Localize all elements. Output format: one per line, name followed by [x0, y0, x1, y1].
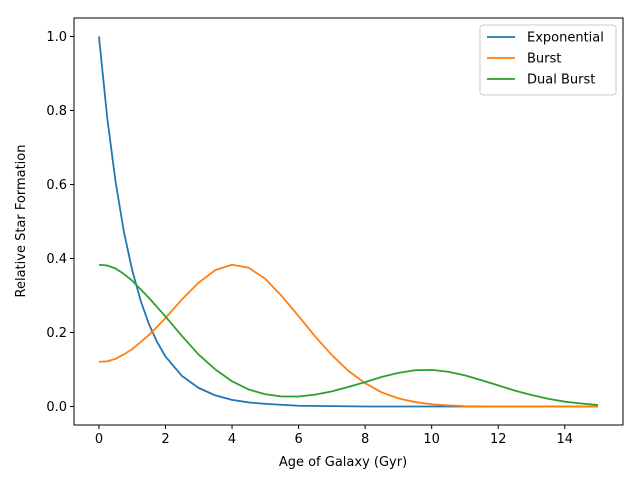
x-tick-label: 10 — [423, 432, 440, 447]
x-tick-label: 2 — [161, 432, 169, 447]
series-line-burst — [98, 263, 599, 408]
x-axis-ticks: 0 2 4 6 8 10 12 14 — [95, 425, 573, 447]
y-tick-label: 0.0 — [46, 400, 67, 415]
x-tick-label: 14 — [556, 432, 573, 447]
plot-lines — [98, 36, 599, 408]
y-tick-label: 0.2 — [46, 326, 67, 341]
x-axis-label: Age of Galaxy (Gyr) — [279, 455, 407, 470]
x-tick-label: 8 — [361, 432, 369, 447]
x-tick-label: 12 — [490, 432, 507, 447]
x-tick-label: 4 — [228, 432, 236, 447]
legend-label: Dual Burst — [527, 73, 595, 88]
y-tick-label: 0.6 — [46, 178, 67, 193]
y-axis-label: Relative Star Formation — [14, 145, 29, 298]
legend-label: Burst — [527, 52, 561, 67]
legend-label: Exponential — [527, 31, 604, 46]
x-tick-label: 6 — [294, 432, 302, 447]
y-tick-label: 0.4 — [46, 252, 67, 267]
y-tick-label: 0.8 — [46, 104, 67, 119]
x-tick-label: 0 — [95, 432, 103, 447]
y-tick-label: 1.0 — [46, 30, 67, 45]
y-axis-ticks: 0.0 0.2 0.4 0.6 0.8 1.0 — [46, 30, 74, 415]
series-line-dual-burst — [98, 263, 599, 406]
plot-frame — [73, 17, 624, 426]
legend-box — [479, 24, 617, 96]
legend: Exponential Burst Dual Burst — [479, 24, 617, 96]
